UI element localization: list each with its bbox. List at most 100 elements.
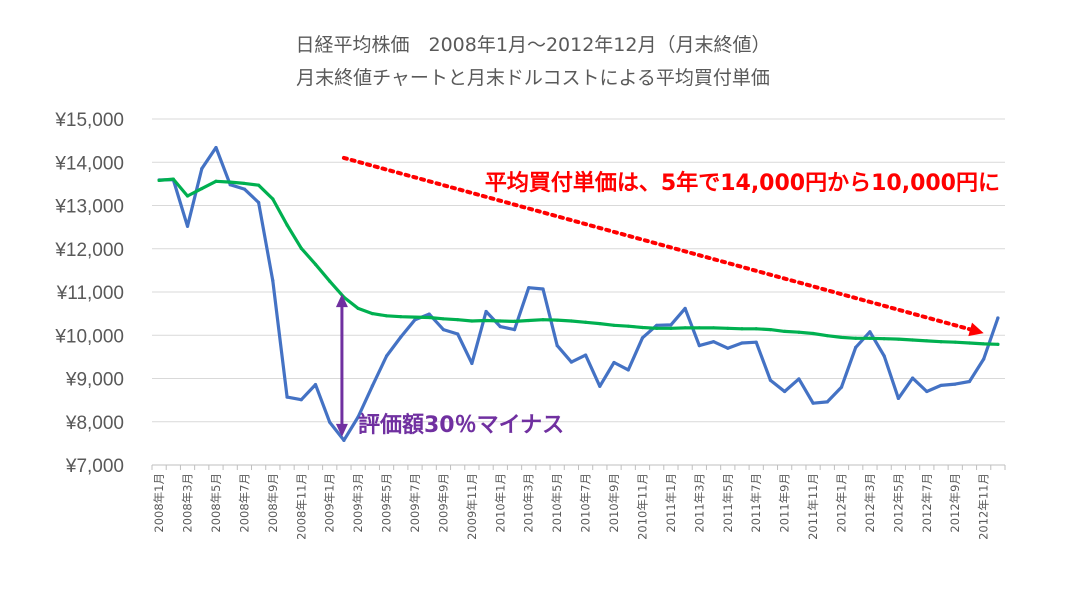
x-tick-label: 2010年1月 (493, 473, 507, 533)
series-1-point (584, 353, 588, 357)
series-layer (157, 145, 1000, 442)
x-tick-label: 2009年5月 (380, 473, 394, 533)
series-1-point (456, 332, 460, 336)
series-line-2 (157, 177, 1000, 346)
y-tick-label: ¥12,000 (54, 240, 124, 261)
x-tick-label: 2011年9月 (778, 473, 792, 533)
series-2-point (669, 326, 673, 330)
series-2-point (228, 180, 232, 184)
series-1-point (697, 344, 701, 348)
x-axis-tick-labels: 2008年1月 2008年3月 2008年5月 2008年7月 2008年9月 2008年… (152, 473, 991, 540)
series-1-point (996, 316, 1000, 320)
series-1-point (342, 438, 346, 442)
series-2-point (910, 338, 915, 342)
series-line-1 (157, 145, 1000, 442)
chart-subtitle: 月末終値チャートと月末ドルコストによる平均買付単価 (296, 67, 770, 89)
series-2-point (640, 325, 645, 330)
series-2-point (214, 179, 218, 183)
series-2-point (768, 328, 773, 332)
x-tick-label: 2008年9月 (266, 473, 280, 533)
x-tick-label: 2009年1月 (323, 473, 337, 533)
series-1-point (953, 382, 957, 386)
series-2-point (242, 181, 247, 186)
x-tick-label: 2012年7月 (920, 473, 934, 533)
series-2-point (868, 336, 872, 340)
series-1-point (910, 376, 915, 380)
y-tick-label: ¥9,000 (65, 370, 124, 391)
series-2-point (271, 197, 275, 201)
y-tick-label: ¥10,000 (54, 326, 124, 347)
series-1-point (768, 378, 773, 382)
series-1-point (825, 400, 829, 404)
series-2-point (527, 318, 531, 323)
series-2-point (655, 326, 659, 330)
y-tick-label: ¥8,000 (65, 413, 124, 434)
x-tick-label: 2008年7月 (237, 473, 251, 533)
drawdown-arrowhead-bottom (335, 423, 348, 437)
y-tick-label: ¥15,000 (54, 110, 124, 131)
x-tick-label: 2009年7月 (408, 473, 422, 533)
x-tick-label: 2009年9月 (436, 473, 450, 533)
y-tick-label: ¥11,000 (56, 283, 124, 304)
x-tick-label: 2010年5月 (550, 473, 564, 533)
series-2-point (328, 279, 332, 283)
series-2-point (854, 336, 858, 340)
series-2-point (257, 183, 261, 187)
series-2-point (711, 326, 716, 330)
series-1-point (356, 415, 360, 419)
series-2-point (683, 326, 687, 330)
series-2-point (356, 306, 360, 311)
series-1-point (797, 377, 801, 381)
series-2-point (740, 327, 744, 331)
series-2-point (200, 187, 204, 191)
series-2-point (982, 342, 986, 346)
series-1-point (257, 200, 261, 205)
series-2-point (797, 330, 801, 334)
series-2-point (839, 335, 844, 340)
series-1-point (598, 384, 602, 388)
series-2-point (754, 327, 758, 331)
series-2-point (996, 342, 1000, 346)
series-1-point (370, 384, 374, 388)
series-1-point (882, 354, 886, 358)
x-tick-label: 2009年3月 (351, 473, 365, 533)
series-2-point (185, 194, 190, 198)
series-1-point (925, 389, 929, 394)
x-tick-label: 2011年1月 (664, 473, 678, 533)
series-2-point (427, 315, 431, 320)
series-2-point (370, 312, 374, 316)
series-1-point (498, 325, 502, 329)
x-tick-label: 2008年11月 (294, 473, 308, 540)
series-1-point (939, 383, 943, 388)
x-tick-label: 2009年11月 (465, 473, 479, 540)
x-tick-label: 2008年5月 (209, 473, 223, 533)
series-1-point (669, 323, 673, 327)
series-1-point (655, 323, 659, 327)
series-1-point (711, 340, 716, 344)
series-2-point (413, 315, 417, 319)
series-1-point (185, 224, 190, 228)
series-1-point (754, 340, 758, 344)
series-1-point (427, 312, 431, 316)
series-2-point (626, 324, 630, 328)
series-2-point (313, 262, 318, 266)
series-2-point (299, 246, 303, 250)
chart-title: 日経平均株価 2008年1月～2012年12月（月末終値） (296, 34, 771, 56)
gridlines (152, 118, 1005, 423)
series-1-point (868, 330, 872, 334)
x-tick-label: 2008年3月 (181, 473, 195, 533)
series-2-point (925, 339, 929, 343)
trend-annotation-text: 平均買付単価は、5年で14,000円から10,000円に (485, 170, 1000, 196)
series-1-point (626, 368, 630, 372)
series-2-point (171, 177, 175, 181)
series-2-point (484, 318, 488, 323)
series-1-point (612, 360, 616, 365)
drawdown-arrowhead-top (335, 294, 348, 308)
series-1-point (214, 145, 218, 150)
series-2-point (697, 326, 701, 330)
series-2-point (470, 319, 474, 323)
series-2-point (384, 314, 389, 318)
drawdown-annotation-text: 評価額30％マイナス (358, 412, 564, 438)
series-1-point (854, 345, 858, 349)
